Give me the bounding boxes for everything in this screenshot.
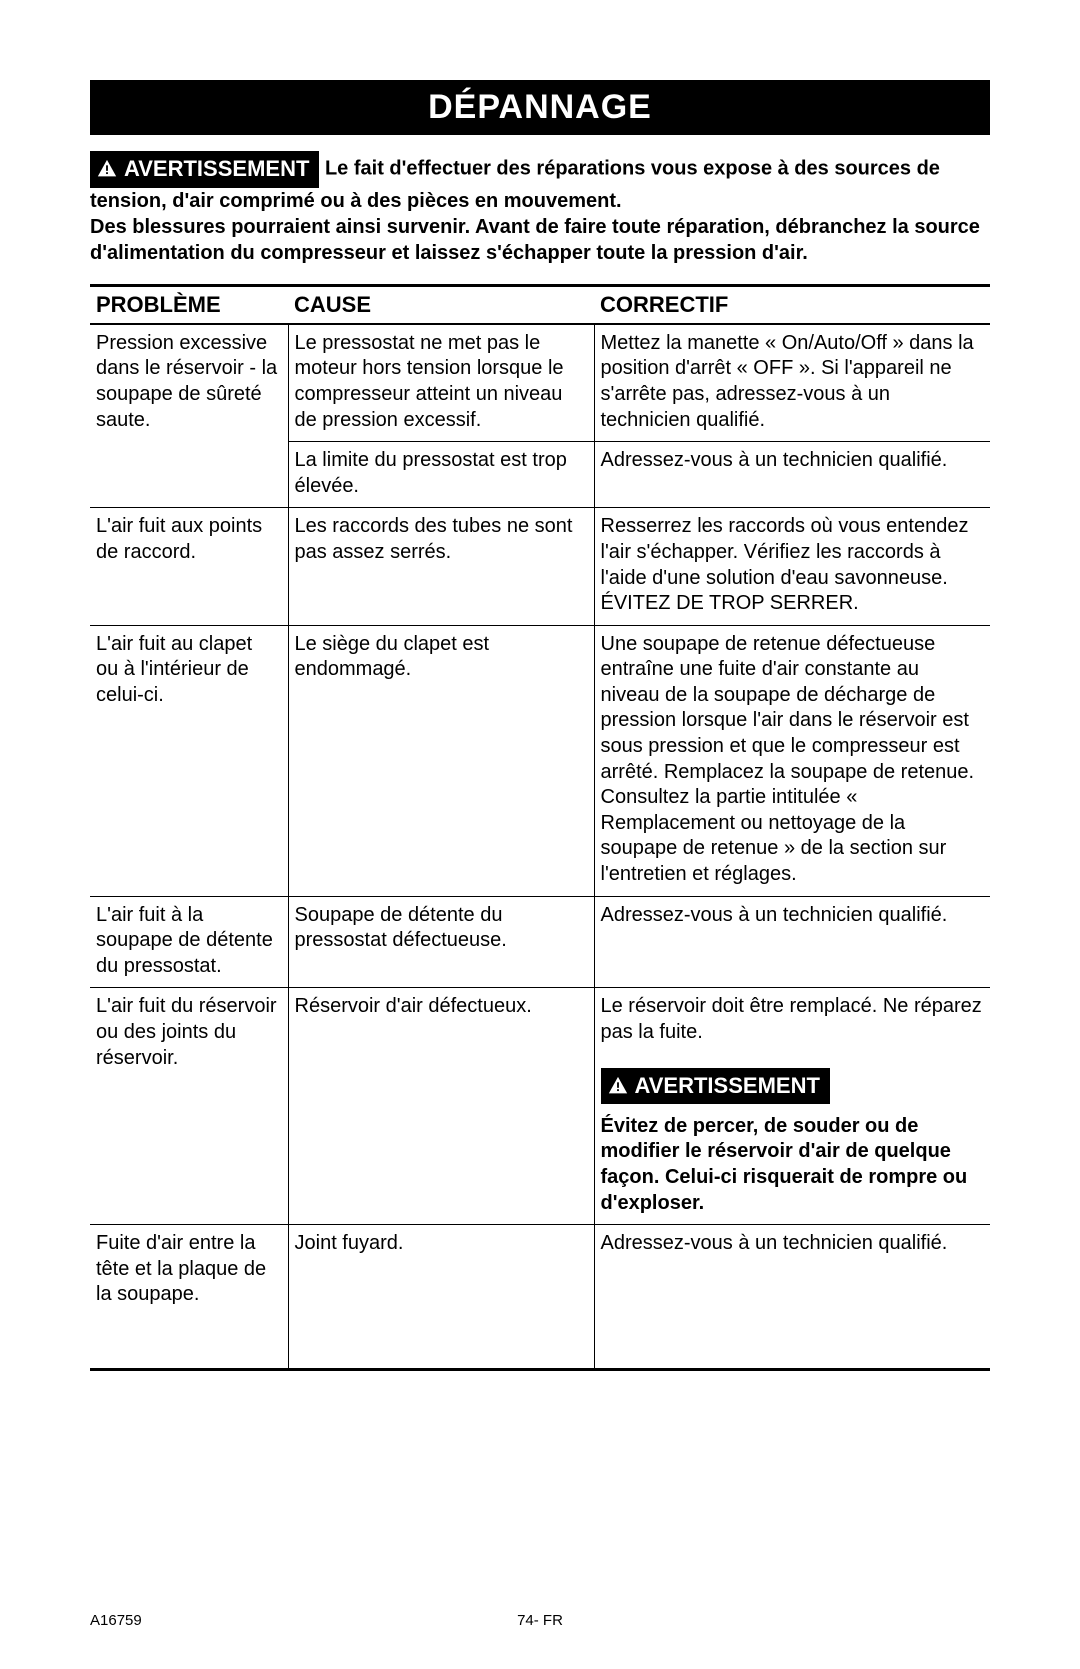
warning-label-text: AVERTISSEMENT (635, 1072, 820, 1100)
th-problem: PROBLÈME (90, 285, 288, 324)
table-row: Fuite d'air entre la tête et la plaque d… (90, 1225, 990, 1370)
troubleshoot-table: PROBLÈME CAUSE CORRECTIF Pression excess… (90, 284, 990, 1371)
page-title: DÉPANNAGE (90, 80, 990, 135)
warning-label-text: AVERTISSEMENT (124, 155, 309, 184)
cell-fix: Adressez-vous à un technicien qualifié. (594, 896, 990, 988)
cell-fix: Resserrez les raccords où vous entendez … (594, 508, 990, 625)
table-header-row: PROBLÈME CAUSE CORRECTIF (90, 285, 990, 324)
cell-problem: L'air fuit du réservoir ou des joints du… (90, 988, 288, 1225)
cell-problem: L'air fuit au clapet ou à l'intérieur de… (90, 625, 288, 896)
warning-triangle-icon (96, 158, 118, 180)
cell-problem-empty (90, 442, 288, 508)
table-row: L'air fuit du réservoir ou des joints du… (90, 988, 990, 1225)
warning-label: AVERTISSEMENT (90, 151, 319, 188)
table-row: Pression excessive dans le réservoir - l… (90, 324, 990, 442)
table-row: L'air fuit à la soupape de détente du pr… (90, 896, 990, 988)
cell-cause: Réservoir d'air défectueux. (288, 988, 594, 1225)
warning-triangle-icon (607, 1075, 629, 1097)
cell-fix: Une soupape de retenue défectueuse entra… (594, 625, 990, 896)
intro-block: AVERTISSEMENT Le fait d'effectuer des ré… (90, 151, 990, 266)
cell-fix-line: Le réservoir doit être remplacé. Ne répa… (601, 995, 982, 1043)
cell-fix: Mettez la manette « On/Auto/Off » dans l… (594, 324, 990, 442)
cell-cause: Les raccords des tubes ne sont pas assez… (288, 508, 594, 625)
cell-fix: Le réservoir doit être remplacé. Ne répa… (594, 988, 990, 1225)
intro-rest: Des blessures pourraient ainsi survenir.… (90, 214, 990, 266)
cell-problem: Fuite d'air entre la tête et la plaque d… (90, 1225, 288, 1370)
inline-warning-text: Évitez de percer, de souder ou de modifi… (601, 1114, 983, 1216)
page: DÉPANNAGE AVERTISSEMENT Le fait d'effect… (0, 0, 1080, 1669)
cell-cause: La limite du pressostat est trop élevée. (288, 442, 594, 508)
cell-cause: Le pressostat ne met pas le moteur hors … (288, 324, 594, 442)
cell-problem: Pression excessive dans le réservoir - l… (90, 324, 288, 442)
cell-fix: Adressez-vous à un technicien qualifié. (594, 442, 990, 508)
th-cause: CAUSE (288, 285, 594, 324)
warning-label: AVERTISSEMENT (601, 1068, 830, 1104)
cell-cause: Joint fuyard. (288, 1225, 594, 1370)
cell-cause: Soupape de détente du pressostat défectu… (288, 896, 594, 988)
cell-cause: Le siège du clapet est endommagé. (288, 625, 594, 896)
page-footer: A16759 74- FR (90, 1612, 990, 1629)
table-row: La limite du pressostat est trop élevée.… (90, 442, 990, 508)
cell-problem: L'air fuit à la soupape de détente du pr… (90, 896, 288, 988)
inline-warning-block: AVERTISSEMENT Évitez de percer, de soude… (601, 1068, 983, 1217)
th-fix: CORRECTIF (594, 285, 990, 324)
table-row: L'air fuit au clapet ou à l'intérieur de… (90, 625, 990, 896)
cell-fix: Adressez-vous à un technicien qualifié. (594, 1225, 990, 1370)
cell-problem: L'air fuit aux points de raccord. (90, 508, 288, 625)
footer-center: 74- FR (90, 1612, 990, 1629)
table-row: L'air fuit aux points de raccord. Les ra… (90, 508, 990, 625)
